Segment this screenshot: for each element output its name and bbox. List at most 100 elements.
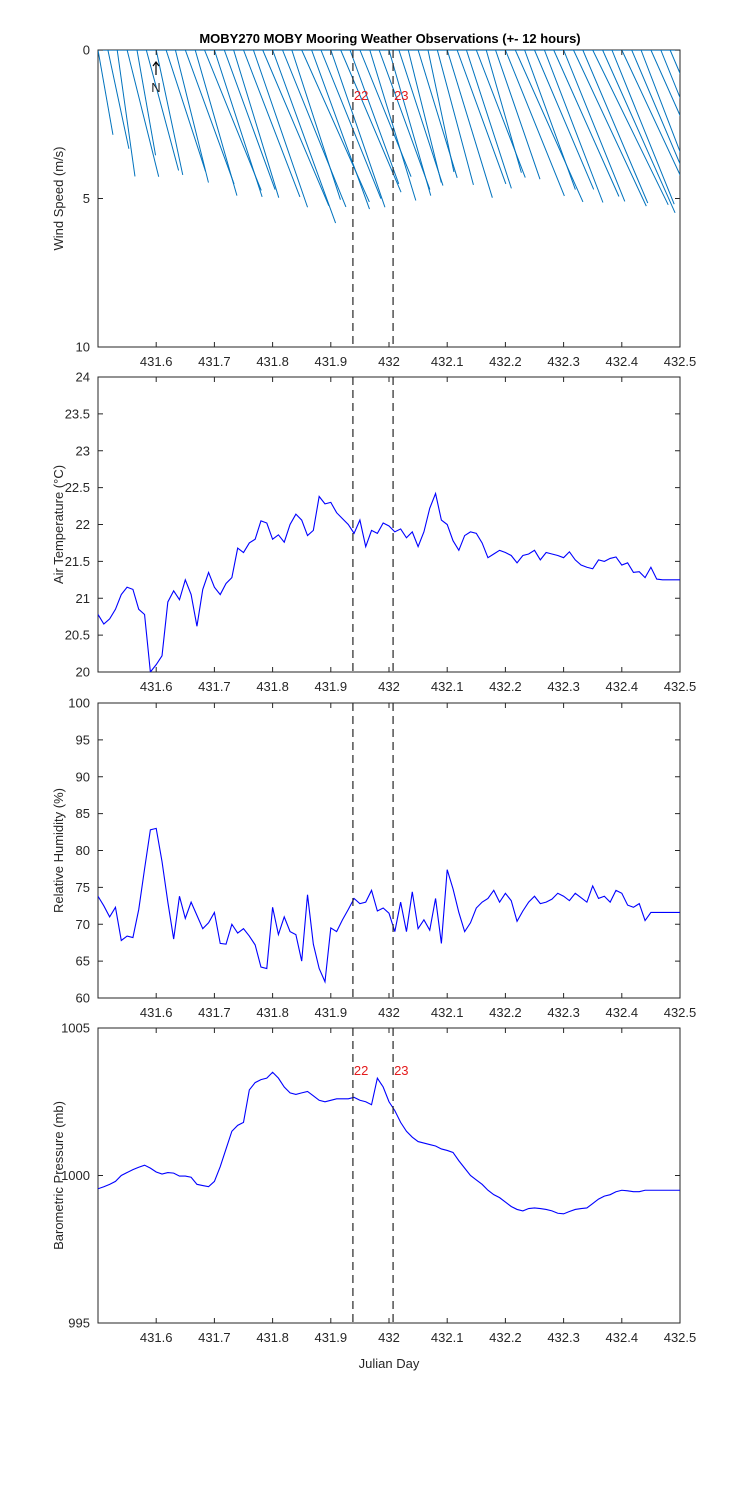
wind-stick bbox=[340, 50, 402, 193]
x-tick-label: 431.7 bbox=[198, 1330, 231, 1345]
x-tick-label: 431.8 bbox=[256, 1005, 289, 1020]
x-tick-label: 432.5 bbox=[664, 1005, 697, 1020]
x-tick-label: 431.9 bbox=[315, 1005, 348, 1020]
wind-stick bbox=[369, 50, 417, 201]
wind-stick bbox=[534, 50, 595, 190]
wind-stick bbox=[398, 50, 444, 186]
x-tick-label: 431.9 bbox=[315, 354, 348, 369]
y-axis-label: Relative Humidity (%) bbox=[51, 788, 66, 913]
x-tick-label: 431.7 bbox=[198, 679, 231, 694]
wind-stick bbox=[495, 50, 541, 180]
y-tick-label: 85 bbox=[76, 806, 90, 821]
x-tick-label: 432 bbox=[378, 1005, 400, 1020]
wind-stick bbox=[378, 50, 431, 190]
wind-stick bbox=[291, 50, 341, 200]
y-tick-label: 100 bbox=[68, 696, 90, 711]
wind-stick bbox=[243, 50, 301, 198]
wind-stick bbox=[213, 50, 263, 198]
data-layer bbox=[98, 50, 680, 224]
x-tick-label: 432.5 bbox=[664, 1330, 697, 1345]
wind-stick bbox=[126, 50, 160, 177]
x-tick-label: 432.5 bbox=[664, 354, 697, 369]
wind-stick bbox=[524, 50, 576, 190]
wind-stick bbox=[553, 50, 620, 197]
x-tick-label: 432.1 bbox=[431, 1330, 464, 1345]
marker-label-23: 23 bbox=[394, 1063, 408, 1078]
y-tick-label: 1000 bbox=[61, 1168, 90, 1183]
wind-stick bbox=[262, 50, 330, 207]
wind-stick bbox=[485, 50, 522, 173]
wind-stick bbox=[660, 50, 680, 99]
wind-stick bbox=[155, 50, 184, 176]
x-tick-label: 431.8 bbox=[256, 354, 289, 369]
y-tick-label: 75 bbox=[76, 880, 90, 895]
marker-label-23: 23 bbox=[394, 88, 408, 103]
x-tick-label: 432.2 bbox=[489, 354, 522, 369]
wind-stick bbox=[407, 50, 442, 183]
plot-frame bbox=[97, 702, 681, 999]
wind-stick bbox=[456, 50, 507, 185]
y-tick-label: 995 bbox=[68, 1316, 90, 1331]
data-layer bbox=[98, 491, 680, 672]
y-tick-label: 0 bbox=[83, 43, 90, 58]
wind-stick bbox=[631, 50, 680, 166]
wind-stick bbox=[465, 50, 512, 189]
wind-stick bbox=[194, 50, 238, 196]
y-tick-label: 23 bbox=[76, 443, 90, 458]
y-axis-label: Air Temperature (°C) bbox=[51, 465, 66, 584]
panel-1: N 22 23 0 5 10 431.6 431.7 431.8 431.9 432 432.1 432… bbox=[51, 43, 697, 370]
marker-label-22: 22 bbox=[354, 88, 368, 103]
wind-stick bbox=[233, 50, 280, 198]
north-arrow-head bbox=[152, 61, 160, 67]
wind-stick bbox=[388, 50, 432, 196]
y-tick-label: 5 bbox=[83, 191, 90, 206]
x-tick-label: 432.5 bbox=[664, 679, 697, 694]
y-tick-label: 21 bbox=[76, 591, 90, 606]
wind-stick bbox=[204, 50, 262, 191]
x-axis-label: Julian Day bbox=[359, 1356, 420, 1371]
wind-stick bbox=[330, 50, 386, 208]
wind-stick bbox=[320, 50, 382, 199]
wind-stick bbox=[582, 50, 649, 204]
x-tick-label: 431.6 bbox=[140, 1005, 173, 1020]
wind-stick bbox=[640, 50, 680, 153]
north-label: N bbox=[151, 80, 160, 95]
wind-stick bbox=[592, 50, 669, 206]
plot-frame bbox=[97, 376, 681, 673]
wind-stick bbox=[184, 50, 235, 185]
wind-stick bbox=[165, 50, 207, 172]
wind-stick bbox=[116, 50, 136, 177]
panels: N 22 23 0 5 10 431.6 431.7 431.8 431.9 432 432.1 432… bbox=[51, 43, 697, 1346]
wind-stick bbox=[272, 50, 337, 224]
wind-stick bbox=[611, 50, 675, 205]
x-tick-label: 432.3 bbox=[547, 1330, 580, 1345]
x-tick-label: 432.4 bbox=[606, 1330, 639, 1345]
data-layer bbox=[98, 827, 680, 984]
wind-stick bbox=[563, 50, 626, 202]
wind-stick bbox=[311, 50, 370, 210]
x-tick-label: 432.3 bbox=[547, 1005, 580, 1020]
x-tick-label: 432.3 bbox=[547, 679, 580, 694]
wind-stick bbox=[107, 50, 130, 149]
wind-stick bbox=[98, 50, 114, 135]
series-line bbox=[98, 827, 680, 984]
wind-stick bbox=[282, 50, 347, 208]
x-tick-label: 432.4 bbox=[606, 1005, 639, 1020]
y-tick-label: 10 bbox=[76, 340, 90, 355]
wind-stick bbox=[573, 50, 647, 207]
marker-label-22: 22 bbox=[354, 1063, 368, 1078]
x-tick-label: 432 bbox=[378, 679, 400, 694]
y-tick-label: 23.5 bbox=[65, 406, 90, 421]
x-tick-label: 431.9 bbox=[315, 1330, 348, 1345]
x-tick-label: 432.1 bbox=[431, 679, 464, 694]
x-tick-label: 432.2 bbox=[489, 1330, 522, 1345]
panel-2: 20 20.5 21 21.5 22 22.5 23 23.5 24 431.6 431.7 431.… bbox=[51, 370, 696, 695]
x-tick-label: 431.6 bbox=[140, 1330, 173, 1345]
wind-stick bbox=[650, 50, 680, 117]
wind-stick bbox=[436, 50, 474, 185]
y-tick-label: 22 bbox=[76, 517, 90, 532]
wind-stick bbox=[223, 50, 276, 190]
series-line bbox=[98, 491, 680, 672]
wind-stick bbox=[174, 50, 209, 183]
